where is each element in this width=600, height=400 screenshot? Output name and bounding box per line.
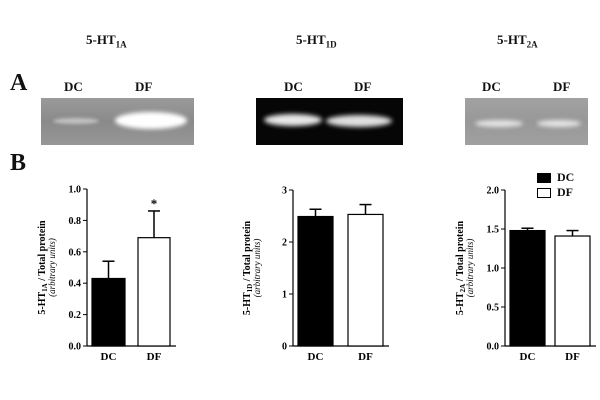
blot2-band-dc	[264, 114, 322, 126]
blot2-band-df	[326, 115, 392, 127]
blot1-band-df	[115, 112, 187, 129]
chart2-ytick-label: 0	[282, 342, 287, 353]
chart2-ytick-label: 1	[282, 290, 287, 301]
chart1-category-label: DF	[147, 351, 162, 363]
chart2-ytick-label: 3	[282, 186, 287, 197]
legend-label-dc: DC	[557, 170, 575, 184]
western-blot-5ht1a	[41, 98, 194, 145]
gene-title-5ht1a: 5-HT1A	[86, 32, 127, 50]
chart3-category-label: DC	[520, 351, 536, 363]
chart1-ytick-label: 0.4	[69, 279, 82, 290]
blot1-band-dc	[53, 118, 99, 124]
panel-b-letter: B	[10, 150, 27, 176]
chart1-ytick-label: 0.8	[69, 216, 82, 227]
blot3-lane-label-dc: DC	[482, 79, 501, 94]
chart1-significance-star: *	[151, 196, 158, 211]
blot2-lane-label-dc: DC	[284, 79, 303, 94]
chart1-category-label: DC	[101, 351, 117, 363]
chart3-ytick-label: 0.0	[487, 342, 500, 353]
chart2-ytick-label: 2	[282, 238, 287, 249]
chart3-bar-df	[554, 235, 591, 347]
chart1-bar-dc	[91, 277, 126, 347]
chart2-ylabel: 5-HT1D / Total protein	[242, 220, 254, 315]
legend-label-df: DF	[557, 185, 573, 199]
chart2-ylabel-sub: (arbitrary units)	[252, 239, 262, 298]
blot3-lane-label-df: DF	[553, 79, 571, 94]
legend-item-df: DF	[537, 185, 573, 200]
chart1-bar-df	[137, 237, 171, 347]
chart1-ylabel-sub: (arbitrary units)	[47, 238, 57, 297]
chart3-ylabel: 5-HT2A / Total protein	[455, 220, 467, 315]
chart3-ylabel-sub: (arbitrary units)	[465, 239, 475, 298]
chart3-ytick-label: 2.0	[487, 186, 500, 197]
chart2-bar-df	[347, 213, 384, 347]
western-blot-5ht1d	[256, 98, 403, 145]
chart3-category-label: DF	[565, 351, 580, 363]
blot1-lane-label-dc: DC	[64, 79, 83, 94]
chart2-category-label: DC	[308, 351, 324, 363]
chart1-ytick-label: 0.0	[69, 342, 82, 353]
blot1-lane-label-df: DF	[135, 79, 153, 94]
chart3-ytick-label: 1.0	[487, 264, 500, 275]
gene-title-5ht1d: 5-HT1D	[296, 32, 337, 50]
blot3-band-df	[537, 120, 581, 127]
chart1-ytick-label: 0.2	[69, 310, 82, 321]
gene-title-5ht2a: 5-HT2A	[497, 32, 538, 50]
chart1-ylabel: 5-HT1A / Total protein	[37, 220, 49, 315]
panel-a-letter: A	[10, 70, 28, 96]
chart3-ytick-label: 0.5	[487, 303, 500, 314]
western-blot-5ht2a	[465, 98, 588, 145]
chart2-bar-dc	[297, 215, 334, 347]
chart3-bar-dc	[509, 229, 546, 347]
legend-item-dc: DC	[537, 170, 574, 185]
chart1-ytick-label: 1.0	[69, 185, 82, 196]
chart2-category-label: DF	[358, 351, 373, 363]
chart3-ytick-label: 1.5	[487, 225, 500, 236]
legend-swatch-dc	[537, 172, 551, 183]
chart1-ytick-label: 0.6	[69, 247, 82, 258]
blot2-lane-label-df: DF	[354, 79, 372, 94]
legend-swatch-df	[537, 187, 551, 198]
blot3-band-dc	[475, 120, 523, 127]
